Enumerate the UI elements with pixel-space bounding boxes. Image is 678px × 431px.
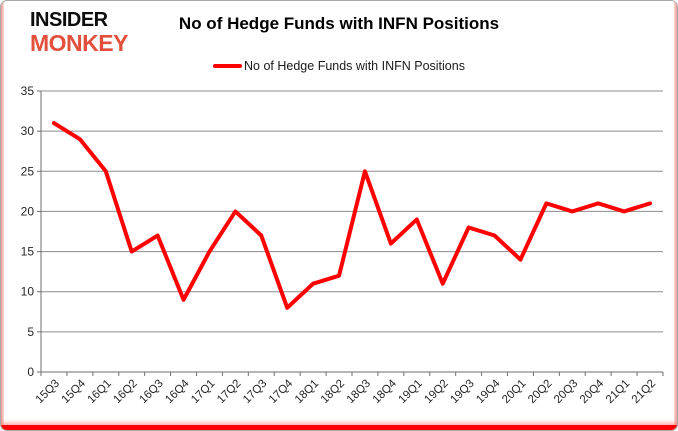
logo-text-monkey: MONKEY <box>30 30 128 56</box>
chart-title: No of Hedge Funds with INFN Positions <box>178 14 500 33</box>
frame-left-edge <box>1 1 4 430</box>
y-tick-label: 5 <box>27 325 34 339</box>
x-tick-label: 16Q2 <box>111 378 139 406</box>
x-tick-label: 17Q3 <box>241 378 269 406</box>
y-tick-label: 0 <box>27 365 34 379</box>
y-tick-label: 20 <box>21 204 35 218</box>
x-tick-label: 20Q4 <box>578 377 607 406</box>
x-tick-label: 16Q1 <box>86 378 114 406</box>
x-tick-label: 20Q1 <box>500 378 528 406</box>
x-tick-label: 17Q1 <box>189 378 217 406</box>
x-tick-label: 15Q4 <box>60 377 89 406</box>
series-line <box>51 121 653 310</box>
x-tick-label: 18Q1 <box>293 378 321 406</box>
logo-text-insider: INSIDER <box>30 9 108 31</box>
y-tick-label: 10 <box>21 285 35 299</box>
x-tick-label: 19Q4 <box>474 377 503 406</box>
x-tick-label: 21Q2 <box>630 378 658 406</box>
y-tick-label: 35 <box>21 84 35 98</box>
legend-label: No of Hedge Funds with INFN Positions <box>244 59 465 73</box>
x-tick-label: 19Q3 <box>448 378 476 406</box>
x-tick-label: 19Q2 <box>422 378 450 406</box>
y-tick-label: 15 <box>21 245 35 259</box>
y-tick-label: 25 <box>21 164 35 178</box>
x-tick-label: 17Q4 <box>267 377 296 406</box>
x-tick-label: 18Q2 <box>319 378 347 406</box>
frame-bottom-edge <box>1 425 677 430</box>
x-tick-label: 19Q1 <box>397 378 425 406</box>
frame-right-edge <box>674 1 677 430</box>
legend-line-swatch-icon <box>213 64 243 68</box>
insider-monkey-logo: INSIDER MONKEY <box>30 10 128 55</box>
x-tick-label: 16Q4 <box>163 377 192 406</box>
x-tick-label: 21Q1 <box>604 378 632 406</box>
y-tick-label: 30 <box>21 124 35 138</box>
x-tick-label: 16Q3 <box>137 378 165 406</box>
x-tick-label: 20Q3 <box>552 378 580 406</box>
x-tick-label: 15Q3 <box>34 378 62 406</box>
legend: No of Hedge Funds with INFN Positions <box>1 59 677 73</box>
x-tick-label: 18Q3 <box>345 378 373 406</box>
x-tick-label: 18Q4 <box>371 377 400 406</box>
x-tick-label: 20Q2 <box>526 378 554 406</box>
x-tick-label: 17Q2 <box>215 378 243 406</box>
